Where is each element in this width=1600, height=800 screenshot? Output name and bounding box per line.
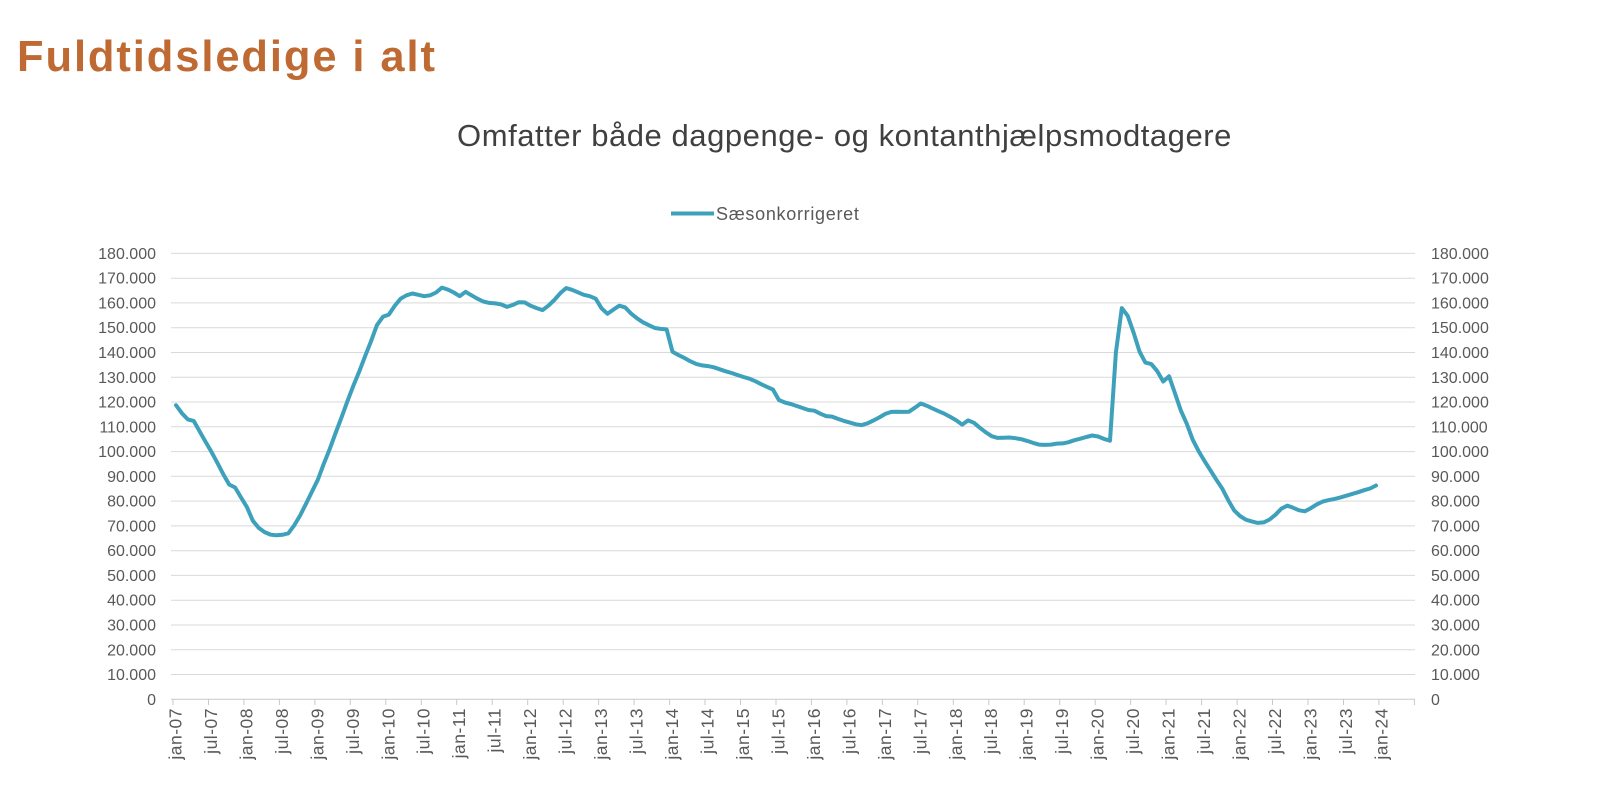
svg-text:Sæsonkorrigeret: Sæsonkorrigeret bbox=[716, 204, 860, 224]
svg-text:10.000: 10.000 bbox=[1431, 667, 1480, 684]
svg-text:jan-13: jan-13 bbox=[591, 708, 611, 761]
svg-text:120.000: 120.000 bbox=[1431, 395, 1489, 412]
svg-text:30.000: 30.000 bbox=[107, 618, 156, 635]
svg-text:50.000: 50.000 bbox=[107, 568, 156, 585]
svg-text:jan-21: jan-21 bbox=[1159, 708, 1179, 761]
svg-text:jan-11: jan-11 bbox=[449, 708, 469, 759]
svg-text:90.000: 90.000 bbox=[107, 469, 156, 486]
svg-text:jul-20: jul-20 bbox=[1123, 708, 1143, 755]
svg-text:jan-20: jan-20 bbox=[1088, 708, 1108, 761]
svg-text:jul-21: jul-21 bbox=[1194, 708, 1214, 755]
svg-text:jan-18: jan-18 bbox=[946, 708, 966, 761]
svg-text:jul-17: jul-17 bbox=[910, 708, 930, 755]
svg-text:jan-08: jan-08 bbox=[236, 708, 256, 761]
svg-text:100.000: 100.000 bbox=[98, 444, 156, 461]
svg-text:120.000: 120.000 bbox=[98, 395, 156, 412]
svg-text:20.000: 20.000 bbox=[107, 642, 156, 659]
svg-text:110.000: 110.000 bbox=[1431, 419, 1488, 436]
svg-text:jan-12: jan-12 bbox=[520, 708, 540, 761]
svg-text:150.000: 150.000 bbox=[98, 320, 156, 337]
svg-text:jul-07: jul-07 bbox=[201, 708, 221, 755]
svg-text:50.000: 50.000 bbox=[1431, 568, 1480, 585]
svg-text:0: 0 bbox=[1431, 692, 1440, 709]
svg-text:jul-13: jul-13 bbox=[627, 708, 647, 755]
svg-text:20.000: 20.000 bbox=[1431, 642, 1480, 659]
svg-text:jul-14: jul-14 bbox=[698, 708, 718, 755]
svg-text:jan-19: jan-19 bbox=[1017, 708, 1037, 761]
svg-text:jan-24: jan-24 bbox=[1371, 708, 1391, 761]
svg-text:jul-23: jul-23 bbox=[1336, 708, 1356, 755]
svg-text:jul-15: jul-15 bbox=[768, 708, 788, 755]
svg-text:jan-22: jan-22 bbox=[1230, 708, 1250, 761]
svg-text:jan-15: jan-15 bbox=[733, 708, 753, 761]
svg-text:80.000: 80.000 bbox=[107, 494, 156, 511]
svg-text:160.000: 160.000 bbox=[1431, 295, 1489, 312]
svg-text:jan-10: jan-10 bbox=[378, 708, 398, 761]
svg-text:140.000: 140.000 bbox=[1431, 345, 1489, 362]
svg-text:jan-16: jan-16 bbox=[804, 708, 824, 761]
svg-text:30.000: 30.000 bbox=[1431, 618, 1480, 635]
svg-text:jul-10: jul-10 bbox=[414, 708, 434, 755]
svg-text:jul-16: jul-16 bbox=[839, 708, 859, 755]
svg-text:jul-12: jul-12 bbox=[556, 708, 576, 755]
svg-text:40.000: 40.000 bbox=[1431, 593, 1480, 610]
svg-text:jan-23: jan-23 bbox=[1300, 708, 1320, 761]
svg-text:180.000: 180.000 bbox=[1431, 246, 1489, 263]
svg-text:70.000: 70.000 bbox=[107, 518, 156, 535]
svg-text:40.000: 40.000 bbox=[107, 593, 156, 610]
svg-text:60.000: 60.000 bbox=[1431, 543, 1480, 560]
svg-text:180.000: 180.000 bbox=[98, 246, 156, 263]
svg-text:130.000: 130.000 bbox=[1431, 370, 1489, 387]
svg-text:60.000: 60.000 bbox=[107, 543, 156, 560]
svg-text:jul-19: jul-19 bbox=[1052, 708, 1072, 755]
svg-text:0: 0 bbox=[147, 692, 156, 709]
svg-text:170.000: 170.000 bbox=[98, 271, 156, 288]
svg-text:jul-22: jul-22 bbox=[1265, 708, 1285, 755]
svg-text:jan-07: jan-07 bbox=[166, 708, 186, 761]
svg-text:10.000: 10.000 bbox=[107, 667, 156, 684]
svg-text:130.000: 130.000 bbox=[98, 370, 156, 387]
svg-text:150.000: 150.000 bbox=[1431, 320, 1489, 337]
svg-text:jul-08: jul-08 bbox=[272, 708, 292, 755]
svg-text:90.000: 90.000 bbox=[1431, 469, 1480, 486]
svg-text:jan-09: jan-09 bbox=[307, 708, 327, 761]
svg-text:70.000: 70.000 bbox=[1431, 518, 1480, 535]
svg-text:140.000: 140.000 bbox=[98, 345, 156, 362]
svg-text:160.000: 160.000 bbox=[98, 295, 156, 312]
svg-text:100.000: 100.000 bbox=[1431, 444, 1489, 461]
svg-text:170.000: 170.000 bbox=[1431, 271, 1489, 288]
svg-text:jul-18: jul-18 bbox=[981, 708, 1001, 755]
svg-text:jan-17: jan-17 bbox=[875, 708, 895, 761]
svg-text:jan-14: jan-14 bbox=[662, 708, 682, 761]
svg-text:80.000: 80.000 bbox=[1431, 494, 1480, 511]
svg-text:jul-09: jul-09 bbox=[343, 708, 363, 755]
svg-text:110.000: 110.000 bbox=[99, 419, 156, 436]
svg-text:jul-11: jul-11 bbox=[485, 708, 505, 754]
